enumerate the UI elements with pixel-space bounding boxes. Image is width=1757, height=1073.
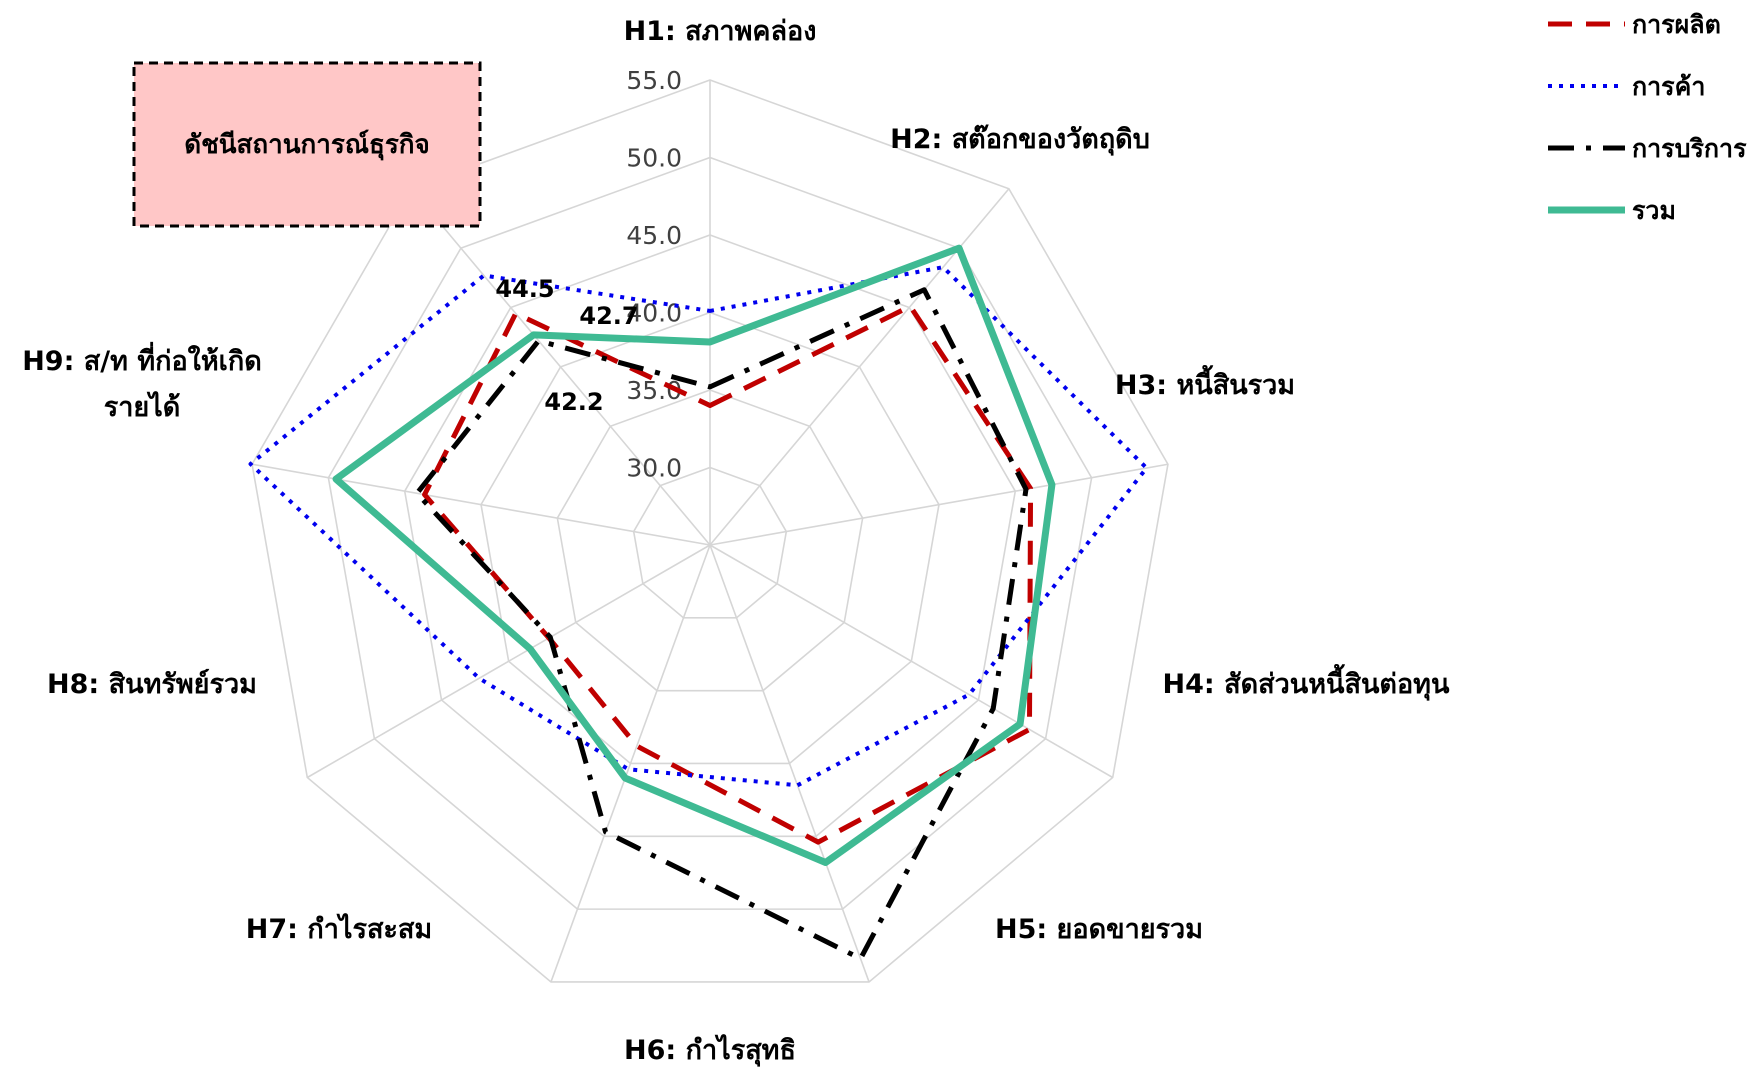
- radial-tick-label: 45.0: [626, 221, 682, 250]
- grid-spoke: [306, 544, 711, 779]
- chart-title-box: ดัชนีสถานการณ์ธุรกิจ: [132, 61, 482, 228]
- radial-tick-label: 55.0: [626, 66, 682, 95]
- grid-spoke: [709, 544, 870, 983]
- axis-label: H4: สัดส่วนหนี้สินต่อทุน: [1163, 663, 1450, 701]
- radial-tick-label: 30.0: [626, 454, 682, 483]
- axis-labels: H1: สภาพคล่อง H2: สต๊อกของวัตถุดิบ H3: หนี…: [22, 16, 1450, 1067]
- axis-label: H9: ส/ท ที่ก่อให้เกิดรายได้: [22, 341, 262, 423]
- grid-ring: [327, 156, 1093, 910]
- series-line: [248, 265, 1149, 788]
- grid-spoke: [709, 463, 1169, 546]
- axis-label: H5: ยอดขายรวม: [995, 914, 1203, 945]
- radar-grid: [251, 79, 1169, 983]
- radial-ticks: 30.035.040.045.050.055.0: [626, 66, 682, 483]
- series-line: [332, 244, 1056, 867]
- grid-spoke: [410, 188, 711, 546]
- grid-spoke: [251, 463, 711, 546]
- grid-spoke: [550, 544, 711, 983]
- legend-label: การบริการ: [1632, 134, 1747, 163]
- grid-ring: [632, 466, 788, 619]
- legend-label: การค้า: [1632, 72, 1705, 101]
- grid-ring: [556, 389, 864, 692]
- axis-label: H6: กำไรสุทธิ: [624, 1034, 796, 1067]
- data-label: 42.7: [579, 302, 638, 330]
- axis-label: H7: กำไรสะสม: [246, 913, 432, 945]
- grid-ring: [480, 311, 940, 765]
- chart-title: ดัชนีสถานการณ์ธุรกิจ: [184, 129, 430, 161]
- legend-label: การผลิต: [1632, 10, 1721, 39]
- data-label: 44.5: [495, 275, 554, 303]
- axis-label: H2: สต๊อกของวัตถุดิบ: [890, 124, 1150, 156]
- axis-label: H8: สินทรัพย์รวม: [47, 668, 257, 700]
- radial-tick-label: 50.0: [626, 144, 682, 173]
- grid-spoke: [709, 544, 1114, 779]
- data-labels: 44.5 42.7 42.2: [495, 275, 638, 416]
- axis-label: H3: หนี้สินรวม: [1115, 364, 1295, 401]
- legend-label: รวม: [1632, 196, 1676, 225]
- grid-spoke: [709, 188, 1010, 546]
- grid-ring: [251, 79, 1169, 983]
- data-label: 42.2: [544, 388, 603, 416]
- axis-label: H1: สภาพคล่อง: [624, 16, 817, 47]
- grid-ring: [403, 234, 1017, 838]
- series-line: [414, 287, 1029, 962]
- series-lines: [248, 244, 1149, 962]
